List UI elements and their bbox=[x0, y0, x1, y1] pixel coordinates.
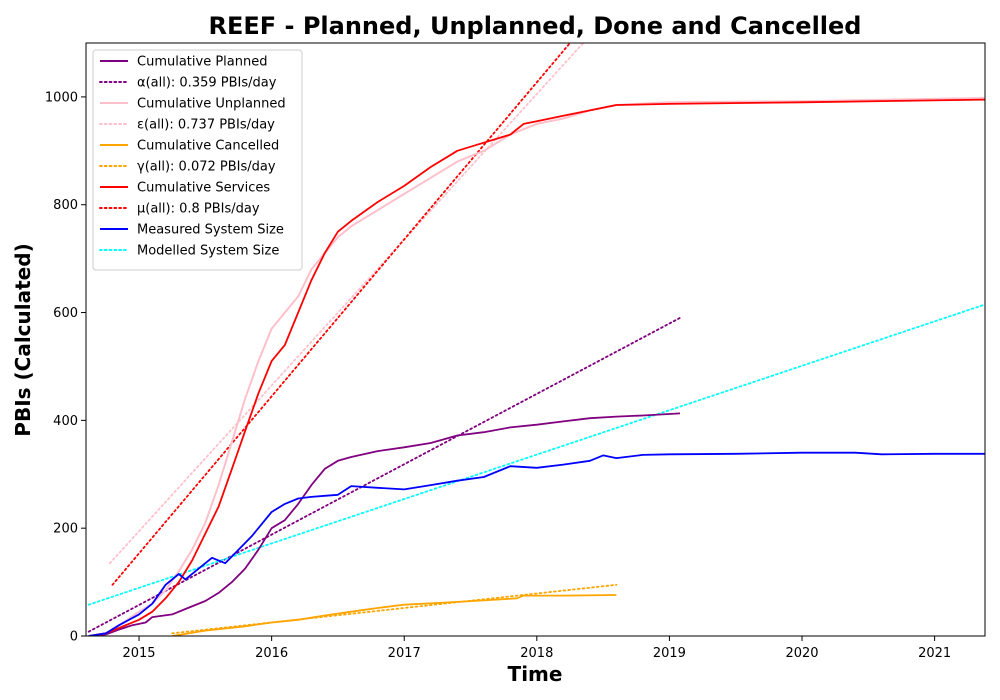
legend-label: Measured System Size bbox=[137, 223, 284, 238]
y-tick-label: 0 bbox=[70, 630, 78, 645]
y-tick-label: 1000 bbox=[45, 90, 78, 105]
legend-box bbox=[92, 49, 303, 271]
series-line-6 bbox=[88, 98, 985, 636]
legend-label: ε(all): 0.737 PBIs/day bbox=[137, 118, 275, 133]
x-tick-label: 2020 bbox=[785, 646, 818, 661]
series-line-0 bbox=[88, 412, 681, 636]
legend-label: γ(all): 0.072 PBIs/day bbox=[137, 160, 276, 175]
y-tick-label: 600 bbox=[53, 306, 78, 321]
x-tick-label: 2016 bbox=[255, 646, 288, 661]
legend: Cumulative Planned α(all): 0.359 PBIs/day… bbox=[92, 49, 303, 271]
x-tick-label: 2021 bbox=[918, 646, 951, 661]
legend-label: Cumulative Cancelled bbox=[137, 139, 279, 154]
series-line-3 bbox=[109, 43, 585, 565]
x-tick-label: 2018 bbox=[520, 646, 553, 661]
plot-frame bbox=[85, 42, 986, 637]
x-axis-label: Time bbox=[508, 662, 563, 686]
legend-label: α(all): 0.359 PBIs/day bbox=[137, 76, 277, 91]
y-tick-label: 400 bbox=[53, 414, 78, 429]
legend-label: μ(all): 0.8 PBIs/day bbox=[137, 202, 260, 217]
series-line-1 bbox=[87, 316, 681, 633]
plot-lines bbox=[87, 43, 985, 636]
series-line-4 bbox=[172, 594, 617, 636]
y-tick-label: 800 bbox=[53, 198, 78, 213]
y-axis-label: PBIs (Calculated) bbox=[11, 243, 35, 436]
x-tick-label: 2015 bbox=[122, 646, 155, 661]
axis-ticks: 2015 2016 2017 2018 2019 2020 2021 0 200 400 600 80… bbox=[45, 90, 951, 661]
chart-title: REEF - Planned, Unplanned, Done and Canc… bbox=[209, 12, 862, 40]
legend-label: Cumulative Services bbox=[137, 181, 270, 196]
legend-label: Modelled System Size bbox=[137, 244, 279, 259]
y-tick-label: 200 bbox=[53, 522, 78, 537]
x-tick-label: 2019 bbox=[653, 646, 686, 661]
series-line-8 bbox=[88, 451, 985, 636]
series-line-5 bbox=[171, 583, 618, 635]
legend-label: Cumulative Planned bbox=[137, 55, 267, 70]
series-line-9 bbox=[87, 303, 985, 606]
series-line-7 bbox=[111, 43, 571, 586]
series-line-2 bbox=[88, 97, 985, 636]
x-tick-label: 2017 bbox=[388, 646, 421, 661]
legend-label: Cumulative Unplanned bbox=[137, 97, 286, 112]
